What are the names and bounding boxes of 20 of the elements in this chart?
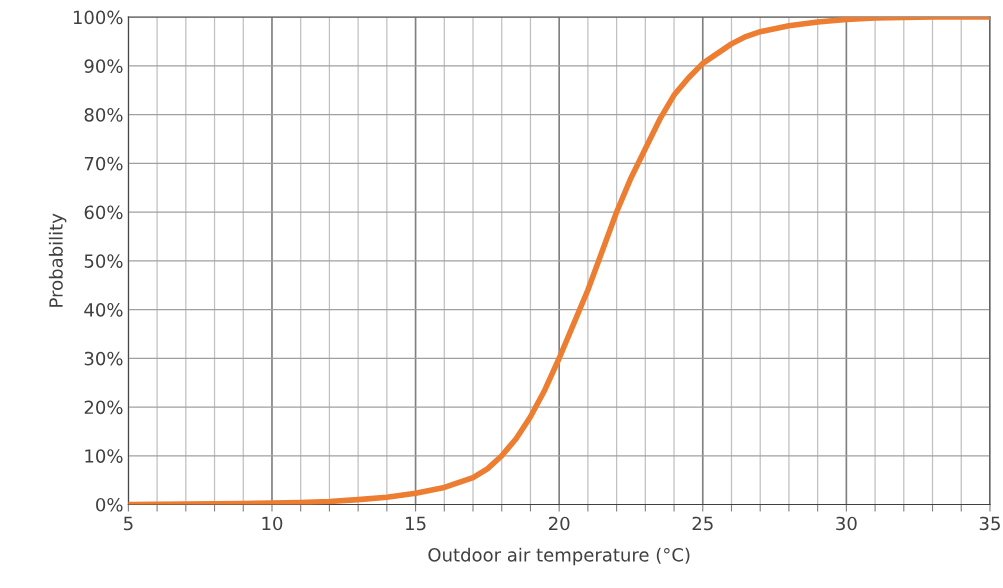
y-tick-label: 0% — [96, 497, 123, 512]
y-tick-label: 90% — [84, 59, 123, 73]
x-tick-label: 5 — [124, 516, 133, 531]
x-tick-label: 30 — [836, 516, 857, 531]
y-tick-label: 60% — [84, 205, 123, 220]
y-axis-title: Probability — [48, 213, 67, 307]
y-tick-label: 100% — [73, 10, 123, 25]
y-tick-label: 40% — [84, 302, 123, 317]
y-tick-label: 10% — [85, 449, 123, 463]
x-tick-label: 15 — [406, 516, 426, 531]
x-axis-title: Outdoor air temperature (°C) — [428, 547, 690, 566]
y-tick-label: 80% — [84, 108, 123, 122]
x-tick-label: 25 — [692, 516, 713, 531]
y-tick-label: 50% — [84, 254, 123, 268]
x-tick-label: 35 — [979, 516, 1000, 531]
x-tick-label: 20 — [549, 516, 570, 531]
y-tick-label: 30% — [84, 351, 123, 366]
x-tick-label: 10 — [262, 516, 283, 531]
y-tick-label: 20% — [84, 400, 123, 415]
y-tick-label: 70% — [84, 156, 123, 171]
